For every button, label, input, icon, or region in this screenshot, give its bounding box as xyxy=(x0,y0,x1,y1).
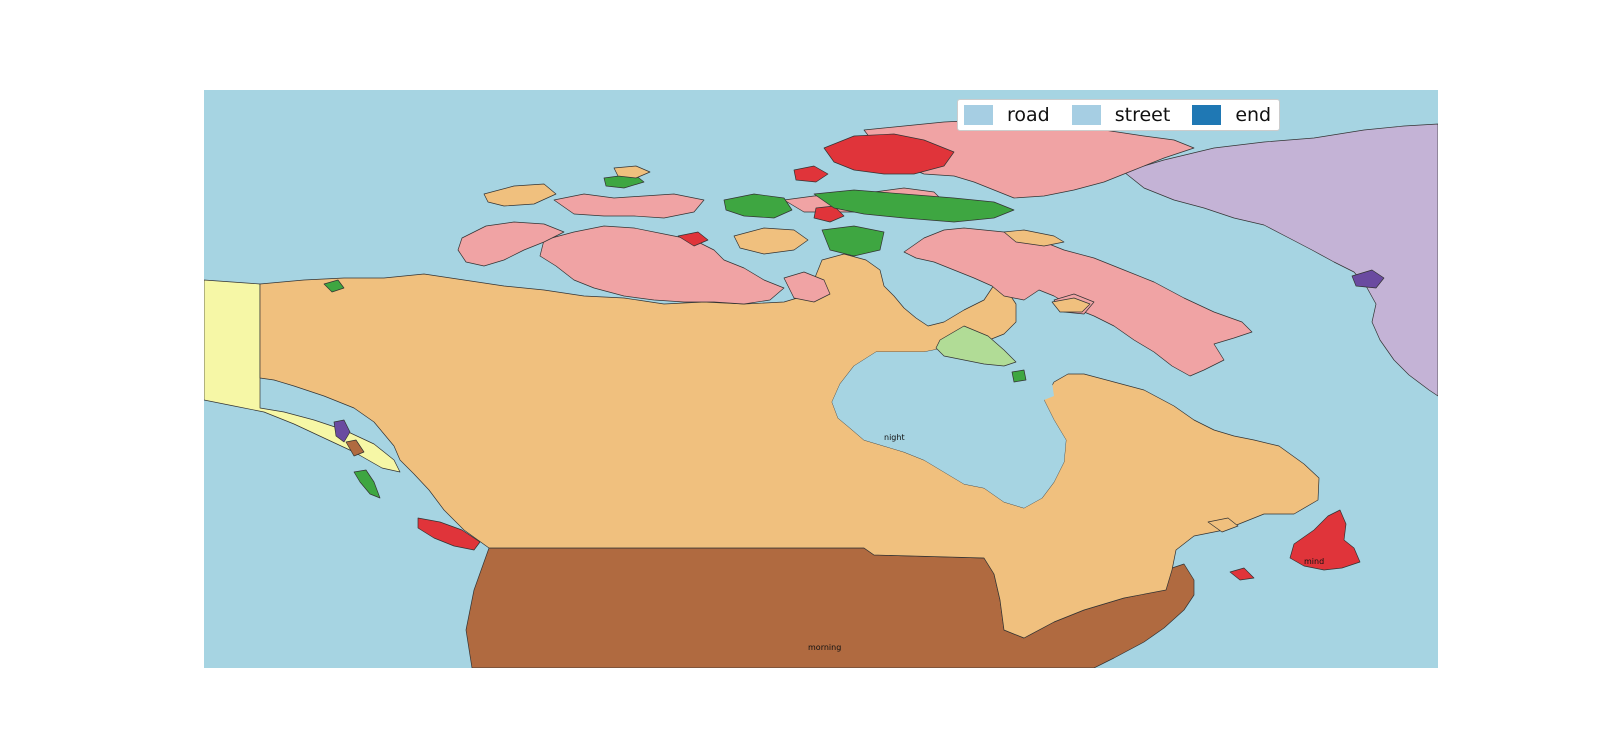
green-island-large xyxy=(813,189,1015,223)
purple-island-coast xyxy=(333,419,351,443)
victoria-island xyxy=(539,225,785,305)
green-island-alaska xyxy=(323,279,345,293)
map-area[interactable]: night morning mind xyxy=(204,90,1438,668)
parry-islands xyxy=(553,193,705,219)
legend-swatch-end xyxy=(1192,105,1222,125)
alaska-region xyxy=(204,279,401,473)
legend-label-street: street xyxy=(1114,104,1171,126)
legend-label-road: road xyxy=(1007,104,1050,126)
green-island-hudson xyxy=(1011,369,1027,383)
map-canvas[interactable]: night morning mind xyxy=(204,90,1438,668)
tan-island-b xyxy=(733,227,809,255)
tan-island-d xyxy=(1051,297,1091,313)
legend-item-street: street xyxy=(1071,104,1171,126)
map-legend: road street end xyxy=(957,99,1281,131)
small-red-island-b xyxy=(813,205,845,223)
brown-island-coast xyxy=(345,439,365,457)
newfoundland-island xyxy=(1289,509,1361,571)
greenland-region xyxy=(1123,123,1438,397)
legend-item-road: road xyxy=(964,104,1050,126)
green-island-small-a xyxy=(723,193,793,219)
small-red-island-a xyxy=(793,165,829,183)
legend-swatch-street xyxy=(1071,105,1101,125)
label-newfoundland: mind xyxy=(1304,557,1324,566)
legend-label-end: end xyxy=(1235,104,1272,126)
southampton-island xyxy=(935,325,1017,367)
banks-island xyxy=(457,221,565,267)
green-island-coast xyxy=(353,469,381,499)
legend-swatch-road xyxy=(964,105,993,125)
label-south: morning xyxy=(808,643,841,652)
legend-item-end: end xyxy=(1192,104,1271,126)
axel-heiberg-island xyxy=(823,133,955,175)
green-island-mid xyxy=(821,225,885,257)
label-hudson: night xyxy=(884,433,905,442)
cape-breton-island xyxy=(1229,567,1255,581)
tan-island-c xyxy=(1003,229,1065,247)
tan-island-f xyxy=(613,165,651,179)
tan-island-e xyxy=(1207,517,1239,533)
greenland-purple-island xyxy=(1351,269,1385,289)
vancouver-island xyxy=(417,517,481,551)
tan-island-a xyxy=(483,183,557,207)
prince-of-wales-island xyxy=(783,271,831,303)
hudson-bay xyxy=(832,342,1066,508)
small-red-island-c xyxy=(677,231,709,247)
